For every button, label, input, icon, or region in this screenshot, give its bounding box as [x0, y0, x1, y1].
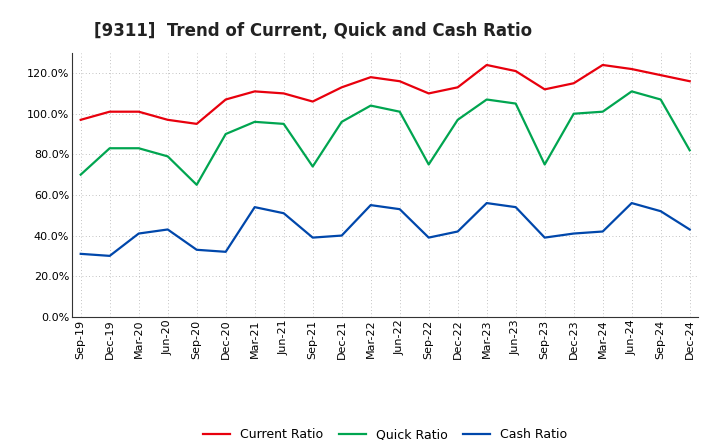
- Cash Ratio: [657, 209, 665, 214]
- Current Ratio: [135, 109, 143, 114]
- Current Ratio: [541, 87, 549, 92]
- Cash Ratio: [482, 201, 491, 206]
- Cash Ratio: [424, 235, 433, 240]
- Cash Ratio: [338, 233, 346, 238]
- Quick Ratio: [657, 97, 665, 102]
- Quick Ratio: [511, 101, 520, 106]
- Current Ratio: [685, 79, 694, 84]
- Cash Ratio: [308, 235, 317, 240]
- Quick Ratio: [541, 162, 549, 167]
- Current Ratio: [657, 73, 665, 78]
- Cash Ratio: [192, 247, 201, 253]
- Current Ratio: [308, 99, 317, 104]
- Current Ratio: [395, 79, 404, 84]
- Line: Quick Ratio: Quick Ratio: [81, 92, 690, 185]
- Cash Ratio: [163, 227, 172, 232]
- Quick Ratio: [627, 89, 636, 94]
- Cash Ratio: [221, 249, 230, 254]
- Line: Current Ratio: Current Ratio: [81, 65, 690, 124]
- Quick Ratio: [482, 97, 491, 102]
- Legend: Current Ratio, Quick Ratio, Cash Ratio: Current Ratio, Quick Ratio, Cash Ratio: [198, 423, 572, 440]
- Current Ratio: [598, 62, 607, 68]
- Cash Ratio: [395, 206, 404, 212]
- Current Ratio: [627, 66, 636, 72]
- Quick Ratio: [192, 182, 201, 187]
- Cash Ratio: [685, 227, 694, 232]
- Cash Ratio: [76, 251, 85, 257]
- Quick Ratio: [221, 132, 230, 137]
- Current Ratio: [454, 84, 462, 90]
- Current Ratio: [570, 81, 578, 86]
- Current Ratio: [221, 97, 230, 102]
- Cash Ratio: [627, 201, 636, 206]
- Quick Ratio: [395, 109, 404, 114]
- Current Ratio: [366, 74, 375, 80]
- Cash Ratio: [541, 235, 549, 240]
- Current Ratio: [511, 69, 520, 74]
- Current Ratio: [338, 84, 346, 90]
- Cash Ratio: [598, 229, 607, 234]
- Cash Ratio: [135, 231, 143, 236]
- Current Ratio: [105, 109, 114, 114]
- Current Ratio: [482, 62, 491, 68]
- Quick Ratio: [105, 146, 114, 151]
- Quick Ratio: [570, 111, 578, 116]
- Quick Ratio: [251, 119, 259, 125]
- Current Ratio: [163, 117, 172, 122]
- Quick Ratio: [338, 119, 346, 125]
- Line: Cash Ratio: Cash Ratio: [81, 203, 690, 256]
- Current Ratio: [279, 91, 288, 96]
- Cash Ratio: [279, 211, 288, 216]
- Quick Ratio: [76, 172, 85, 177]
- Cash Ratio: [105, 253, 114, 259]
- Quick Ratio: [424, 162, 433, 167]
- Current Ratio: [192, 121, 201, 127]
- Quick Ratio: [135, 146, 143, 151]
- Cash Ratio: [570, 231, 578, 236]
- Cash Ratio: [251, 205, 259, 210]
- Quick Ratio: [366, 103, 375, 108]
- Quick Ratio: [279, 121, 288, 127]
- Text: [9311]  Trend of Current, Quick and Cash Ratio: [9311] Trend of Current, Quick and Cash …: [94, 22, 532, 40]
- Quick Ratio: [598, 109, 607, 114]
- Cash Ratio: [454, 229, 462, 234]
- Quick Ratio: [163, 154, 172, 159]
- Cash Ratio: [366, 202, 375, 208]
- Current Ratio: [424, 91, 433, 96]
- Current Ratio: [251, 89, 259, 94]
- Quick Ratio: [685, 148, 694, 153]
- Quick Ratio: [454, 117, 462, 122]
- Current Ratio: [76, 117, 85, 122]
- Quick Ratio: [308, 164, 317, 169]
- Cash Ratio: [511, 205, 520, 210]
